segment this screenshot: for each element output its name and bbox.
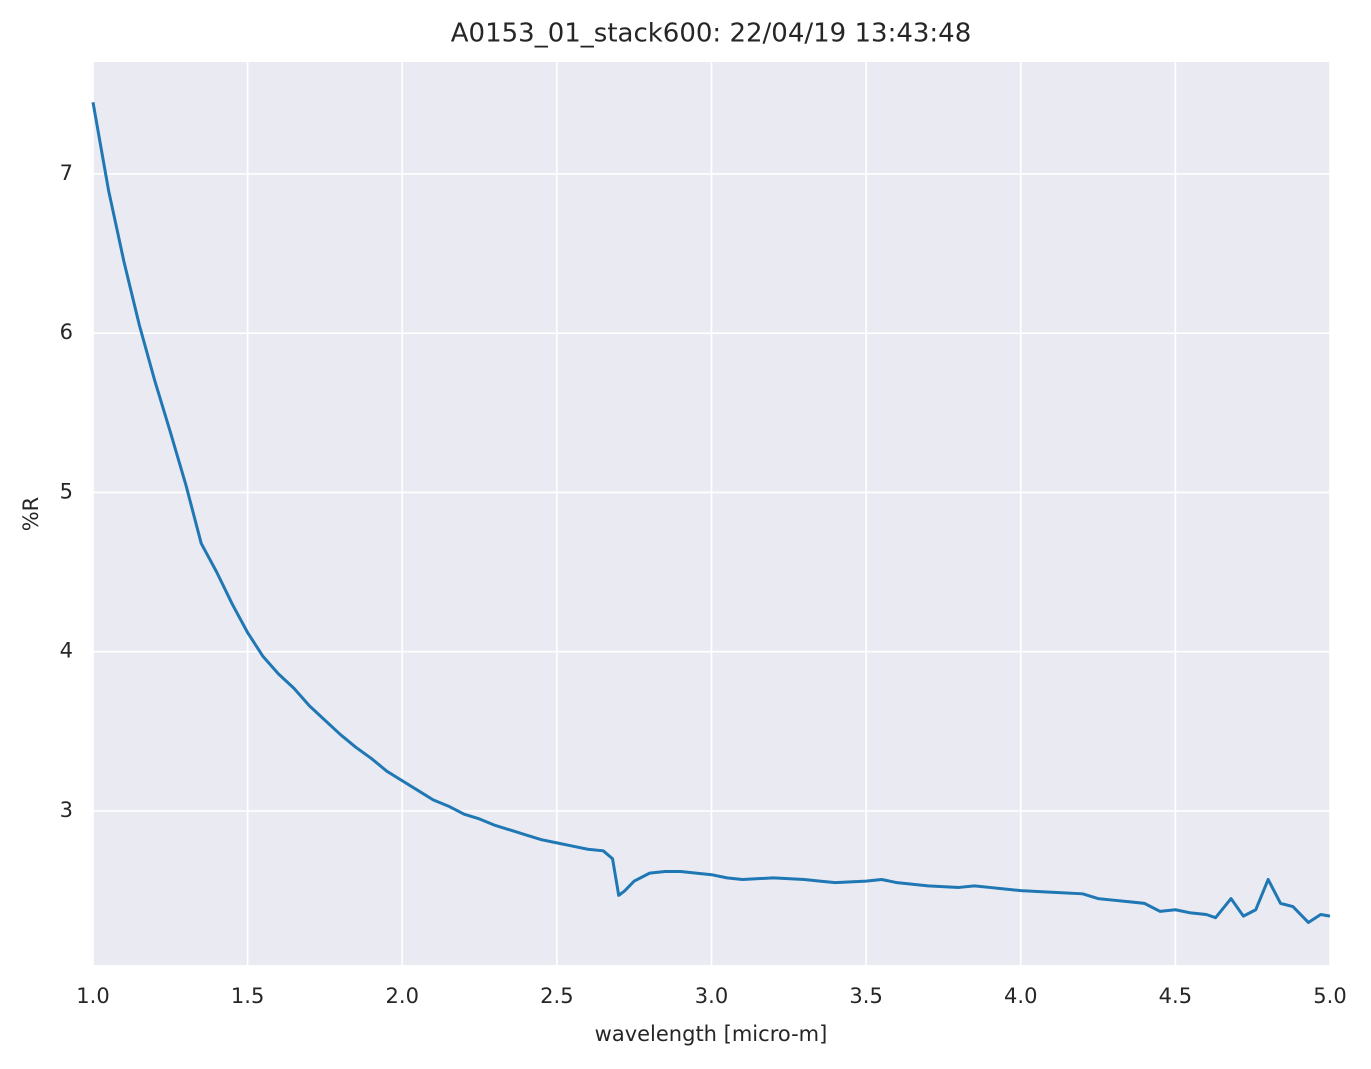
y-tick-label: 4 [60, 639, 73, 663]
data-line [91, 102, 1331, 924]
x-axis-label: wavelength [micro-m] [595, 1022, 828, 1046]
y-tick-label: 3 [60, 798, 73, 822]
x-tick-label: 4.0 [1004, 984, 1037, 1008]
y-tick-label: 7 [60, 161, 73, 185]
x-tick-label: 1.5 [231, 984, 264, 1008]
x-tick-label: 2.0 [386, 984, 419, 1008]
x-tick-label: 3.0 [695, 984, 728, 1008]
x-tick-label: 5.0 [1313, 984, 1346, 1008]
y-axis-label: %R [19, 497, 43, 532]
x-tick-label: 2.5 [540, 984, 573, 1008]
x-tick-label: 4.5 [1159, 984, 1192, 1008]
x-tick-label: 1.0 [76, 984, 109, 1008]
y-tick-label: 6 [60, 320, 73, 344]
y-tick-label: 5 [60, 479, 73, 503]
chart-title: A0153_01_stack600: 22/04/19 13:43:48 [451, 19, 972, 49]
x-tick-label: 3.5 [849, 984, 882, 1008]
